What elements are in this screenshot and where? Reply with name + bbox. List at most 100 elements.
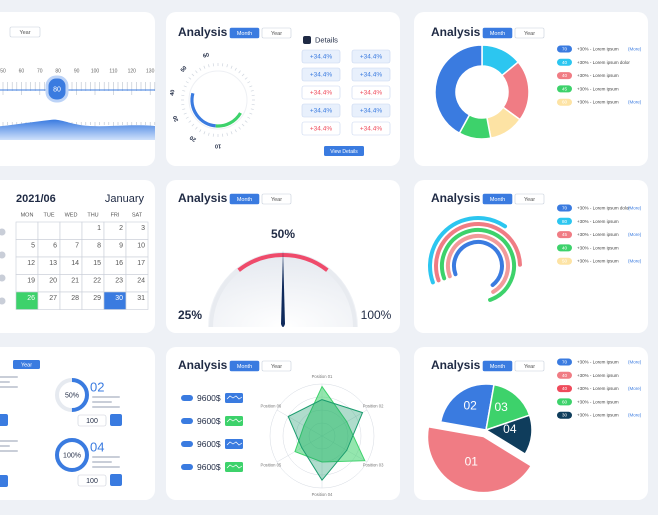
card	[0, 347, 155, 500]
progress-number: 04	[90, 439, 104, 454]
stat-button[interactable]	[351, 121, 391, 136]
tab-label: Year	[21, 362, 32, 368]
view-details-button[interactable]	[324, 146, 364, 156]
stat-button-label: +34.4%	[310, 90, 332, 97]
tab[interactable]	[13, 360, 40, 369]
legend-badge	[557, 411, 572, 419]
mini-chart	[225, 439, 243, 449]
slider-scale-label: 50	[0, 68, 6, 74]
number-input[interactable]	[77, 474, 107, 487]
tab[interactable]	[261, 360, 292, 372]
ring-tick	[226, 64, 228, 68]
ring-tick	[238, 126, 241, 130]
share-button[interactable]	[110, 414, 122, 426]
legend-badge	[557, 244, 572, 252]
mini-chart-line	[226, 395, 243, 400]
tab[interactable]	[514, 27, 545, 39]
stat-button[interactable]	[301, 49, 341, 64]
legend-text: +30% - Lorem ipsum	[577, 373, 619, 378]
tab[interactable]	[229, 193, 260, 205]
radar-series	[294, 385, 366, 463]
tab-label: Year	[524, 197, 535, 203]
legend-link: (More)	[628, 413, 642, 418]
placeholder-line	[92, 466, 120, 468]
tab-label: Year	[271, 364, 282, 370]
ring-tick	[247, 81, 251, 84]
stat-button[interactable]	[301, 103, 341, 118]
legend-badge	[557, 72, 572, 80]
placeholder-line	[0, 440, 18, 442]
calendar-day: 20	[49, 277, 57, 284]
calendar-cell[interactable]	[37, 221, 61, 240]
tab-label: Month	[237, 197, 252, 203]
pie-segment	[439, 383, 495, 431]
placeholder-line	[92, 406, 120, 408]
legend-link: (More)	[628, 100, 642, 105]
placeholder-line	[0, 450, 18, 452]
tab[interactable]	[514, 360, 545, 372]
slider-scale-label: 100	[91, 68, 100, 74]
calendar-day: 13	[49, 260, 57, 267]
radar-axis-label: Position 03	[363, 463, 384, 468]
tab[interactable]	[229, 360, 260, 372]
tab[interactable]	[514, 193, 545, 205]
calendar-day: 7	[75, 242, 79, 249]
calendar-day: 5	[31, 242, 35, 249]
stat-button[interactable]	[351, 103, 391, 118]
stat-button-label: +34.4%	[310, 54, 332, 61]
mini-chart	[225, 416, 243, 426]
stat-button[interactable]	[301, 121, 341, 136]
tab[interactable]	[261, 27, 292, 39]
stat-button-label: +34.4%	[360, 72, 382, 79]
ring-tick	[195, 70, 198, 74]
view-details-label: View Details	[330, 149, 358, 155]
calendar-day: 6	[53, 242, 57, 249]
donut-segment	[434, 44, 483, 135]
ring-tick	[230, 65, 233, 69]
card-title: Analysis	[178, 25, 228, 39]
calendar-cell[interactable]	[59, 221, 83, 240]
side-icon	[0, 251, 6, 259]
pie-label: 03	[494, 400, 508, 414]
stat-button[interactable]	[351, 49, 391, 64]
amount-value: 9600$	[197, 393, 221, 403]
calendar-cell[interactable]	[125, 291, 149, 310]
slider-knob[interactable]	[45, 75, 69, 103]
radial-arc	[440, 228, 516, 304]
tab-label: Year	[271, 197, 282, 203]
card-title: Analysis	[431, 25, 481, 39]
ring-label: 10	[215, 143, 221, 149]
legend-link: (More)	[628, 205, 642, 210]
pie-segment	[426, 425, 533, 494]
tab[interactable]	[9, 26, 41, 38]
calendar-cell[interactable]	[15, 221, 39, 240]
tab[interactable]	[482, 360, 513, 372]
tab[interactable]	[482, 27, 513, 39]
tab[interactable]	[261, 193, 292, 205]
stat-button[interactable]	[301, 85, 341, 100]
stat-button[interactable]	[351, 85, 391, 100]
legend-text: +30% - Lorem ipsum	[577, 399, 619, 404]
share-button[interactable]	[110, 474, 122, 486]
calendar-day: 14	[71, 260, 79, 267]
ring-tick	[191, 123, 195, 127]
pie-label: 04	[503, 422, 517, 436]
tab[interactable]	[482, 193, 513, 205]
mini-chart-line	[226, 418, 243, 423]
ring-label: 60	[202, 52, 209, 59]
stat-button[interactable]	[351, 67, 391, 82]
stat-button[interactable]	[301, 67, 341, 82]
ring-tick	[203, 131, 206, 135]
number-input[interactable]	[77, 414, 107, 427]
slider-scale-label: 130	[146, 68, 155, 74]
share-button[interactable]	[0, 414, 8, 426]
side-icon	[0, 274, 6, 282]
calendar-day: 22	[93, 277, 101, 284]
tab[interactable]	[229, 27, 260, 39]
pie-label: 01	[465, 455, 479, 469]
radar-axis-label: Position 02	[363, 404, 384, 409]
legend-badge	[557, 58, 572, 66]
weekday: WED	[65, 212, 78, 218]
share-button[interactable]	[0, 475, 8, 487]
